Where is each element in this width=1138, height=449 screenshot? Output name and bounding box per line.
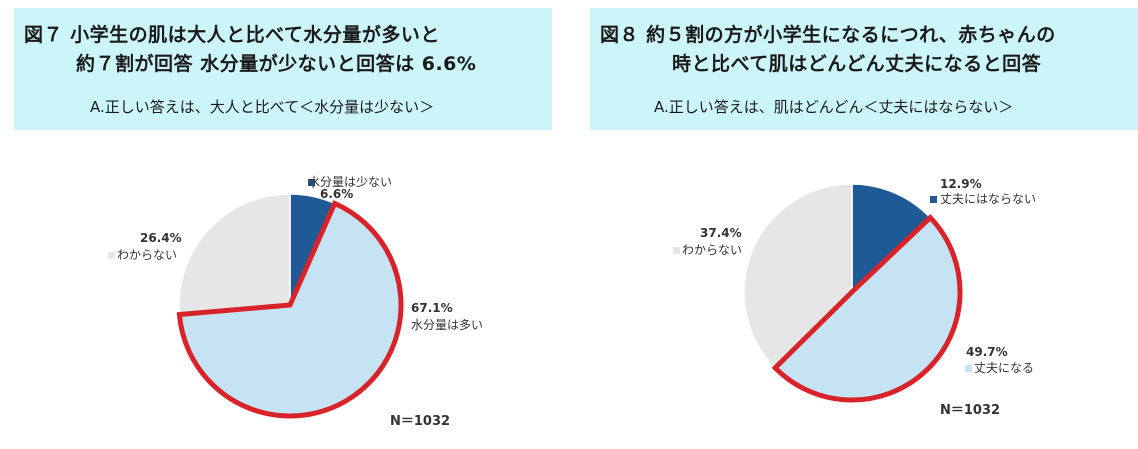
slice-category-label: 水分量は多い xyxy=(411,318,483,332)
highlight-outline xyxy=(176,200,404,419)
legend-swatch xyxy=(965,365,972,372)
slice-category-label: 丈夫にはならない xyxy=(940,192,1036,206)
correct-answer-text: A.正しい答えは、肌はどんどん＜丈夫にはならない＞ xyxy=(654,98,1014,116)
slice-value-label: 12.9% xyxy=(940,177,982,191)
legend-swatch xyxy=(308,179,315,186)
figure-title-line2: 約７割が回答 水分量が少ないと回答は 6.6% xyxy=(76,53,477,75)
figure-title-line2: 時と比べて肌はどんどん丈夫になると回答 xyxy=(672,53,1042,75)
chart-panel-fig7: 図７ 小学生の肌は大人と比べて水分量が多いと 約７割が回答 水分量が少ないと回答… xyxy=(0,0,560,449)
slice-category-label: わからない xyxy=(117,248,177,262)
pie-slice xyxy=(178,193,291,316)
pie-chart-fig7: 6.6%水分量は少ない 67.1% 水分量は多い 26.4% わからない N＝1032 xyxy=(108,175,483,429)
legend-swatch xyxy=(673,247,680,254)
slice-category-label: わからない xyxy=(682,243,742,257)
slice-value-label: 26.4% xyxy=(140,231,182,245)
title-box: 図８ 約５割の方が小学生になるにつれ、赤ちゃんの 時と比べて肌はどんどん丈夫にな… xyxy=(590,8,1138,130)
title-box: 図７ 小学生の肌は大人と比べて水分量が多いと 約７割が回答 水分量が少ないと回答… xyxy=(14,8,552,130)
slice-category-label: 水分量は少ない xyxy=(308,175,392,189)
slice-category-label: 丈夫になる xyxy=(974,361,1034,375)
chart-panel-fig8: 図８ 約５割の方が小学生になるにつれ、赤ちゃんの 時と比べて肌はどんどん丈夫にな… xyxy=(578,0,1138,449)
slice-value-label: 6.6% xyxy=(320,187,353,201)
slice-value-label: 67.1% xyxy=(411,301,453,315)
slice-value-label: 37.4% xyxy=(700,226,742,240)
figure-title-line1: 図７ 小学生の肌は大人と比べて水分量が多いと xyxy=(24,24,440,46)
sample-size-label: N＝1032 xyxy=(940,403,1000,418)
highlight-outline xyxy=(771,214,963,403)
pie-slice xyxy=(851,183,932,294)
figure-title-line1: 図８ 約５割の方が小学生になるにつれ、赤ちゃんの xyxy=(600,24,1056,46)
slice-value-label: 49.7% xyxy=(966,345,1008,359)
sample-size-label: N＝1032 xyxy=(390,414,450,429)
pie-slice xyxy=(743,183,853,369)
correct-answer-text: A.正しい答えは、大人と比べて＜水分量は少ない＞ xyxy=(90,98,435,116)
pie-chart-fig8: 12.9%丈夫にはならない 49.7% 丈夫になる 37.4% わからない N＝1032 xyxy=(673,177,1036,418)
legend-swatch xyxy=(930,196,937,203)
legend-swatch xyxy=(108,252,115,259)
